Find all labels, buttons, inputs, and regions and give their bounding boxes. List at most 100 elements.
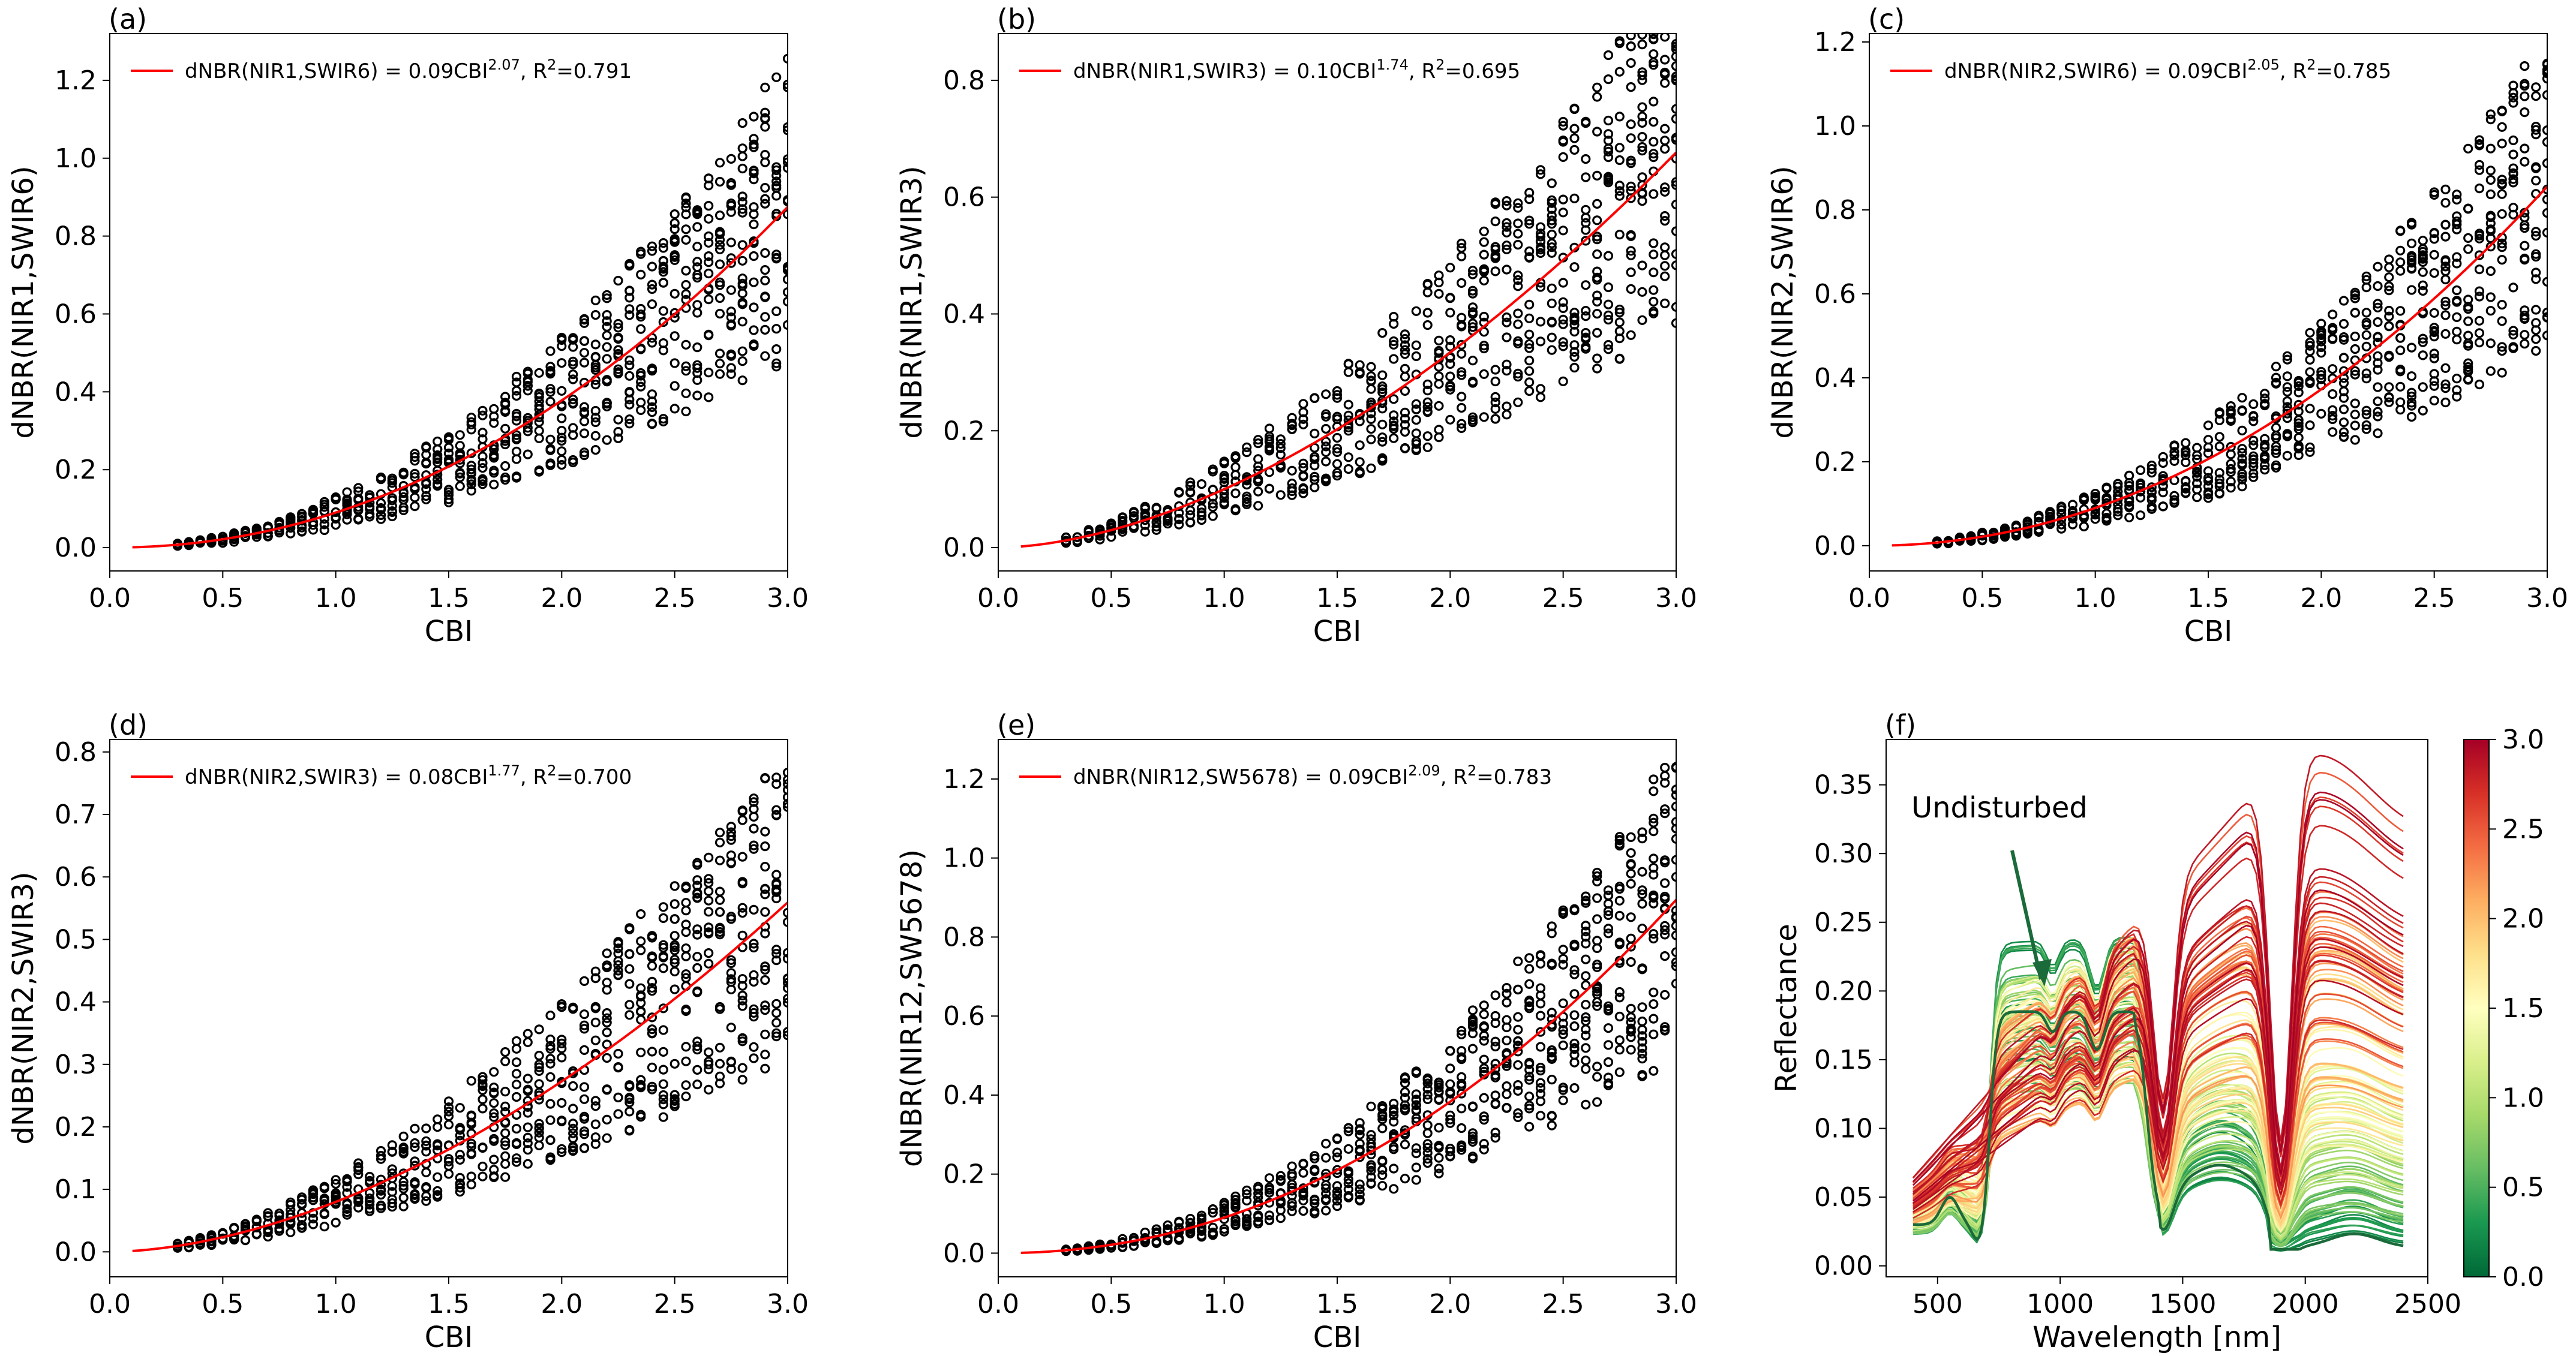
scatter-point [658, 942, 668, 953]
scatter-point [342, 1181, 352, 1192]
scatter-point [782, 163, 788, 173]
scatter-point [342, 1199, 352, 1210]
scatter-point [737, 356, 747, 366]
scatter-point [647, 261, 657, 272]
scatter-point [466, 419, 476, 429]
scatter-point [545, 1041, 556, 1051]
scatter-point [478, 1075, 488, 1085]
scatter-point [466, 425, 476, 435]
scatter-point [726, 822, 736, 832]
scatter-point [308, 1213, 319, 1223]
scatter-point [1422, 1153, 1433, 1164]
scatter-point [726, 1057, 736, 1068]
scatter-point [2135, 480, 2146, 490]
scatter-point [2090, 491, 2100, 502]
scatter-point [579, 447, 590, 458]
scatter-points-c [1932, 58, 2547, 549]
scatter-point [1400, 363, 1410, 374]
scatter-point [1310, 1194, 1320, 1205]
scatter-point [1524, 979, 1535, 989]
scatter-point [1467, 1153, 1478, 1163]
scatter-point [534, 389, 544, 399]
scatter-point [658, 1079, 668, 1089]
scatter-point [1422, 279, 1433, 290]
scatter-point [545, 362, 556, 372]
scatter-point [500, 1128, 511, 1138]
scatter-point [782, 994, 788, 1004]
scatter-point [545, 1152, 556, 1162]
scatter-point [421, 1140, 431, 1151]
scatter-point [1389, 1098, 1399, 1109]
scatter-point [1128, 507, 1139, 517]
scatter-point [636, 1047, 646, 1057]
scatter-point [2338, 432, 2349, 442]
scatter-point [2034, 525, 2044, 536]
scatter-point [1445, 293, 1455, 303]
scatter-point [1637, 1054, 1647, 1064]
scatter-point [1502, 1022, 1512, 1033]
scatter-point [1321, 437, 1331, 447]
x-tick-label: 3.0 [1655, 1289, 1697, 1319]
scatter-point [523, 449, 533, 459]
scatter-point [1377, 1155, 1388, 1166]
scatter-point [1208, 1222, 1218, 1232]
scatter-point [1603, 891, 1614, 901]
scatter-point [2090, 514, 2100, 524]
scatter-point [1230, 453, 1241, 463]
scatter-point [1614, 67, 1625, 77]
scatter-point [545, 1054, 556, 1064]
scatter-point [1535, 999, 1546, 1009]
scatter-point [2531, 334, 2541, 344]
scatter-point [1649, 152, 1659, 163]
scatter-point [353, 483, 364, 493]
scatter-point [2373, 407, 2383, 417]
scatter-point [669, 250, 680, 260]
scatter-point [1321, 389, 1331, 399]
scatter-point [1422, 308, 1433, 318]
scatter-point [1479, 249, 1489, 260]
scatter-point [1400, 345, 1410, 355]
scatter-point [704, 948, 714, 958]
scatter-point [1513, 1024, 1523, 1035]
scatter-point [2406, 401, 2417, 411]
scatter-point [511, 1138, 522, 1148]
scatter-point [2474, 233, 2485, 243]
scatter-point [1185, 481, 1196, 491]
scatter-point [1547, 242, 1557, 252]
scatter-point [2260, 389, 2270, 399]
scatter-point [1310, 393, 1320, 403]
scatter-point [602, 321, 612, 332]
scatter-point [726, 1023, 736, 1033]
scatter-point [1287, 483, 1297, 494]
scatter-point [1377, 1181, 1388, 1191]
scatter-point [1377, 437, 1388, 447]
scatter-point [602, 1084, 612, 1095]
scatter-point [1637, 67, 1647, 77]
scatter-point [749, 341, 759, 351]
scatter-point [1614, 939, 1625, 949]
scatter-point [1558, 314, 1568, 325]
scatter-point [1400, 1139, 1410, 1150]
scatter-point [2520, 330, 2530, 340]
scatter-point [342, 494, 352, 504]
scatter-point [376, 1150, 386, 1161]
scatter-point [1581, 1030, 1591, 1041]
scatter-point [2135, 492, 2146, 503]
scatter-point [782, 287, 788, 297]
scatter-point [489, 1154, 499, 1165]
scatter-point [1524, 219, 1535, 229]
scatter-point [681, 898, 691, 908]
scatter-point [1558, 1040, 1568, 1051]
scatter-point [2418, 337, 2428, 347]
scatter-point [2181, 482, 2191, 492]
scatter-point [1547, 1008, 1557, 1018]
scatter-point [2305, 327, 2315, 338]
scatter-point [1569, 362, 1580, 373]
scatter-point [1626, 848, 1636, 858]
scatter-point [2418, 285, 2428, 296]
scatter-point [523, 423, 533, 433]
scatter-point [1603, 50, 1614, 61]
scatter-point [658, 963, 668, 973]
scatter-point [1479, 1114, 1489, 1125]
scatter-point [1637, 142, 1647, 152]
